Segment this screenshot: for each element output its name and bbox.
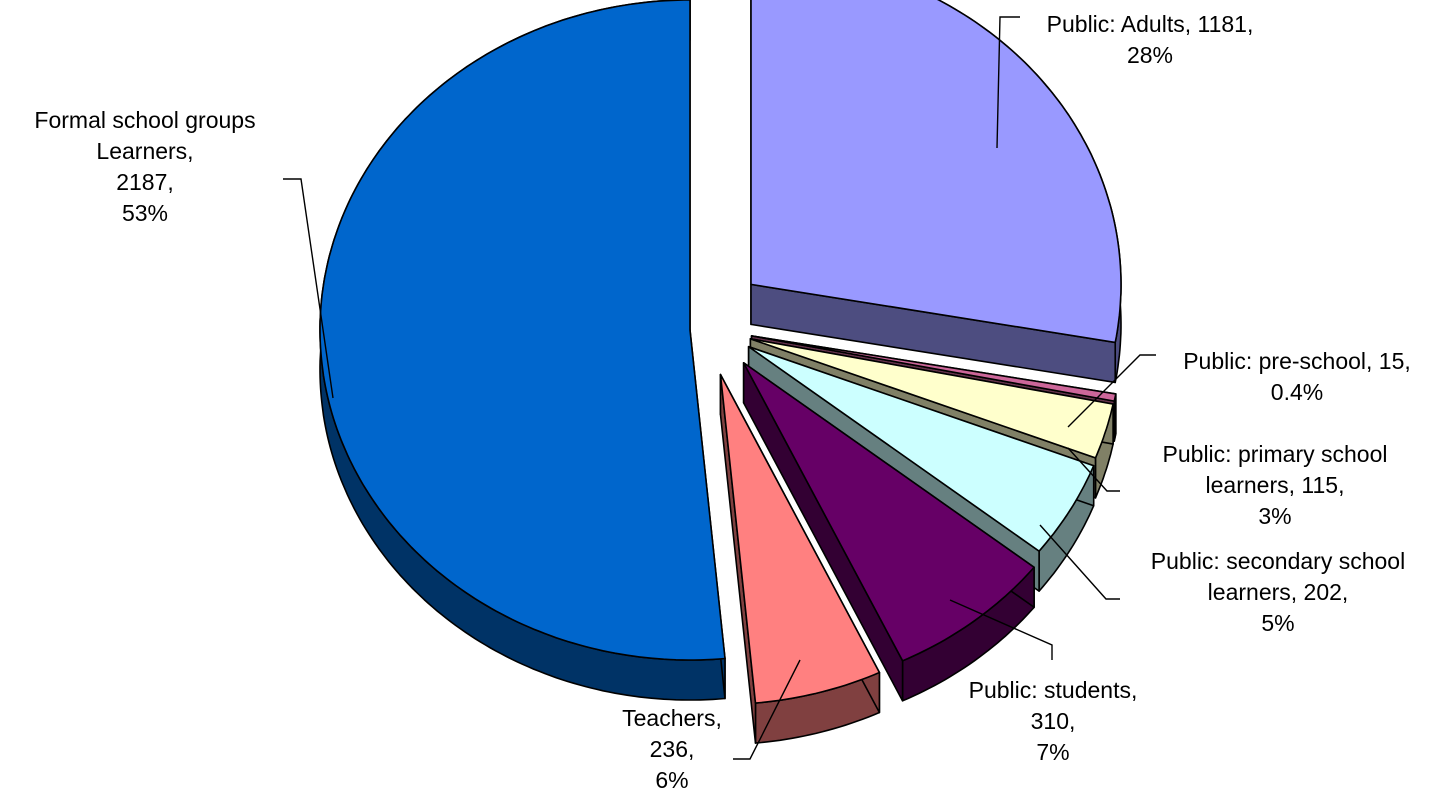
slice-public-secondary-school-learners <box>747 345 1095 552</box>
leader-line-public-primary-school-learners <box>1067 447 1120 492</box>
data-label-public-adults: Public: Adults, 1181, 28% <box>1047 11 1254 68</box>
data-label-line: Public: pre-school, 15, <box>1183 348 1411 374</box>
data-label-line: 7% <box>1036 739 1069 765</box>
data-label-line: 310, <box>1031 708 1076 734</box>
data-label-line: learners, 202, <box>1208 579 1349 605</box>
data-label-public-pre-school: Public: pre-school, 15, 0.4% <box>1183 348 1411 405</box>
leader-line-teachers <box>733 659 801 760</box>
data-label-line: Formal school groups <box>34 107 255 133</box>
data-label-line: 53% <box>122 200 168 226</box>
slice-labels: Formal school groups Learners, 2187, 53% Pub… <box>34 11 1410 793</box>
slice-public-adults <box>750 0 1122 344</box>
data-label-line: 0.4% <box>1271 379 1323 405</box>
data-label-teachers: Teachers, 236, 6% <box>622 705 722 793</box>
data-label-line: 2187, <box>116 169 174 195</box>
data-label-public-secondary-school-learners: Public: secondary school learners, 202, 5% <box>1151 548 1405 636</box>
leader-line-public-pre-school <box>1067 354 1156 428</box>
data-label-line: learners, 115, <box>1206 472 1345 498</box>
leader-lines <box>283 16 1156 760</box>
data-label-formal-school-groups-learners: Formal school groups Learners, 2187, 53% <box>34 107 255 226</box>
data-label-line: 3% <box>1258 503 1291 529</box>
leader-line-formal-school-groups-learners <box>283 178 334 399</box>
data-label-line: 28% <box>1127 42 1173 68</box>
data-label-line: Public: students, <box>969 677 1138 703</box>
data-label-line: Public: secondary school <box>1151 548 1405 574</box>
leader-line-public-students <box>949 599 1053 660</box>
data-label-line: 5% <box>1261 610 1294 636</box>
data-label-line: 6% <box>655 767 688 793</box>
leader-line-public-secondary-school-learners <box>1039 524 1120 600</box>
slice-tops <box>319 0 1122 704</box>
data-label-line: Teachers, <box>622 705 722 731</box>
slice-public-students <box>742 362 1035 662</box>
data-label-public-primary-school-learners: Public: primary school learners, 115, 3% <box>1163 441 1388 529</box>
data-label-line: Public: Adults, 1181, <box>1047 11 1254 37</box>
slice-teachers <box>719 373 881 704</box>
slice-public-pre-school <box>750 335 1117 402</box>
data-label-line: 236, <box>650 736 695 762</box>
data-label-public-students: Public: students, 310, 7% <box>969 677 1138 765</box>
data-label-line: Public: primary school <box>1163 441 1388 467</box>
slice-public-primary-school-learners <box>749 338 1114 459</box>
data-label-line: Learners, <box>96 138 193 164</box>
leader-line-public-adults <box>996 16 1020 149</box>
slice-formal-school-groups-learners <box>319 0 726 661</box>
